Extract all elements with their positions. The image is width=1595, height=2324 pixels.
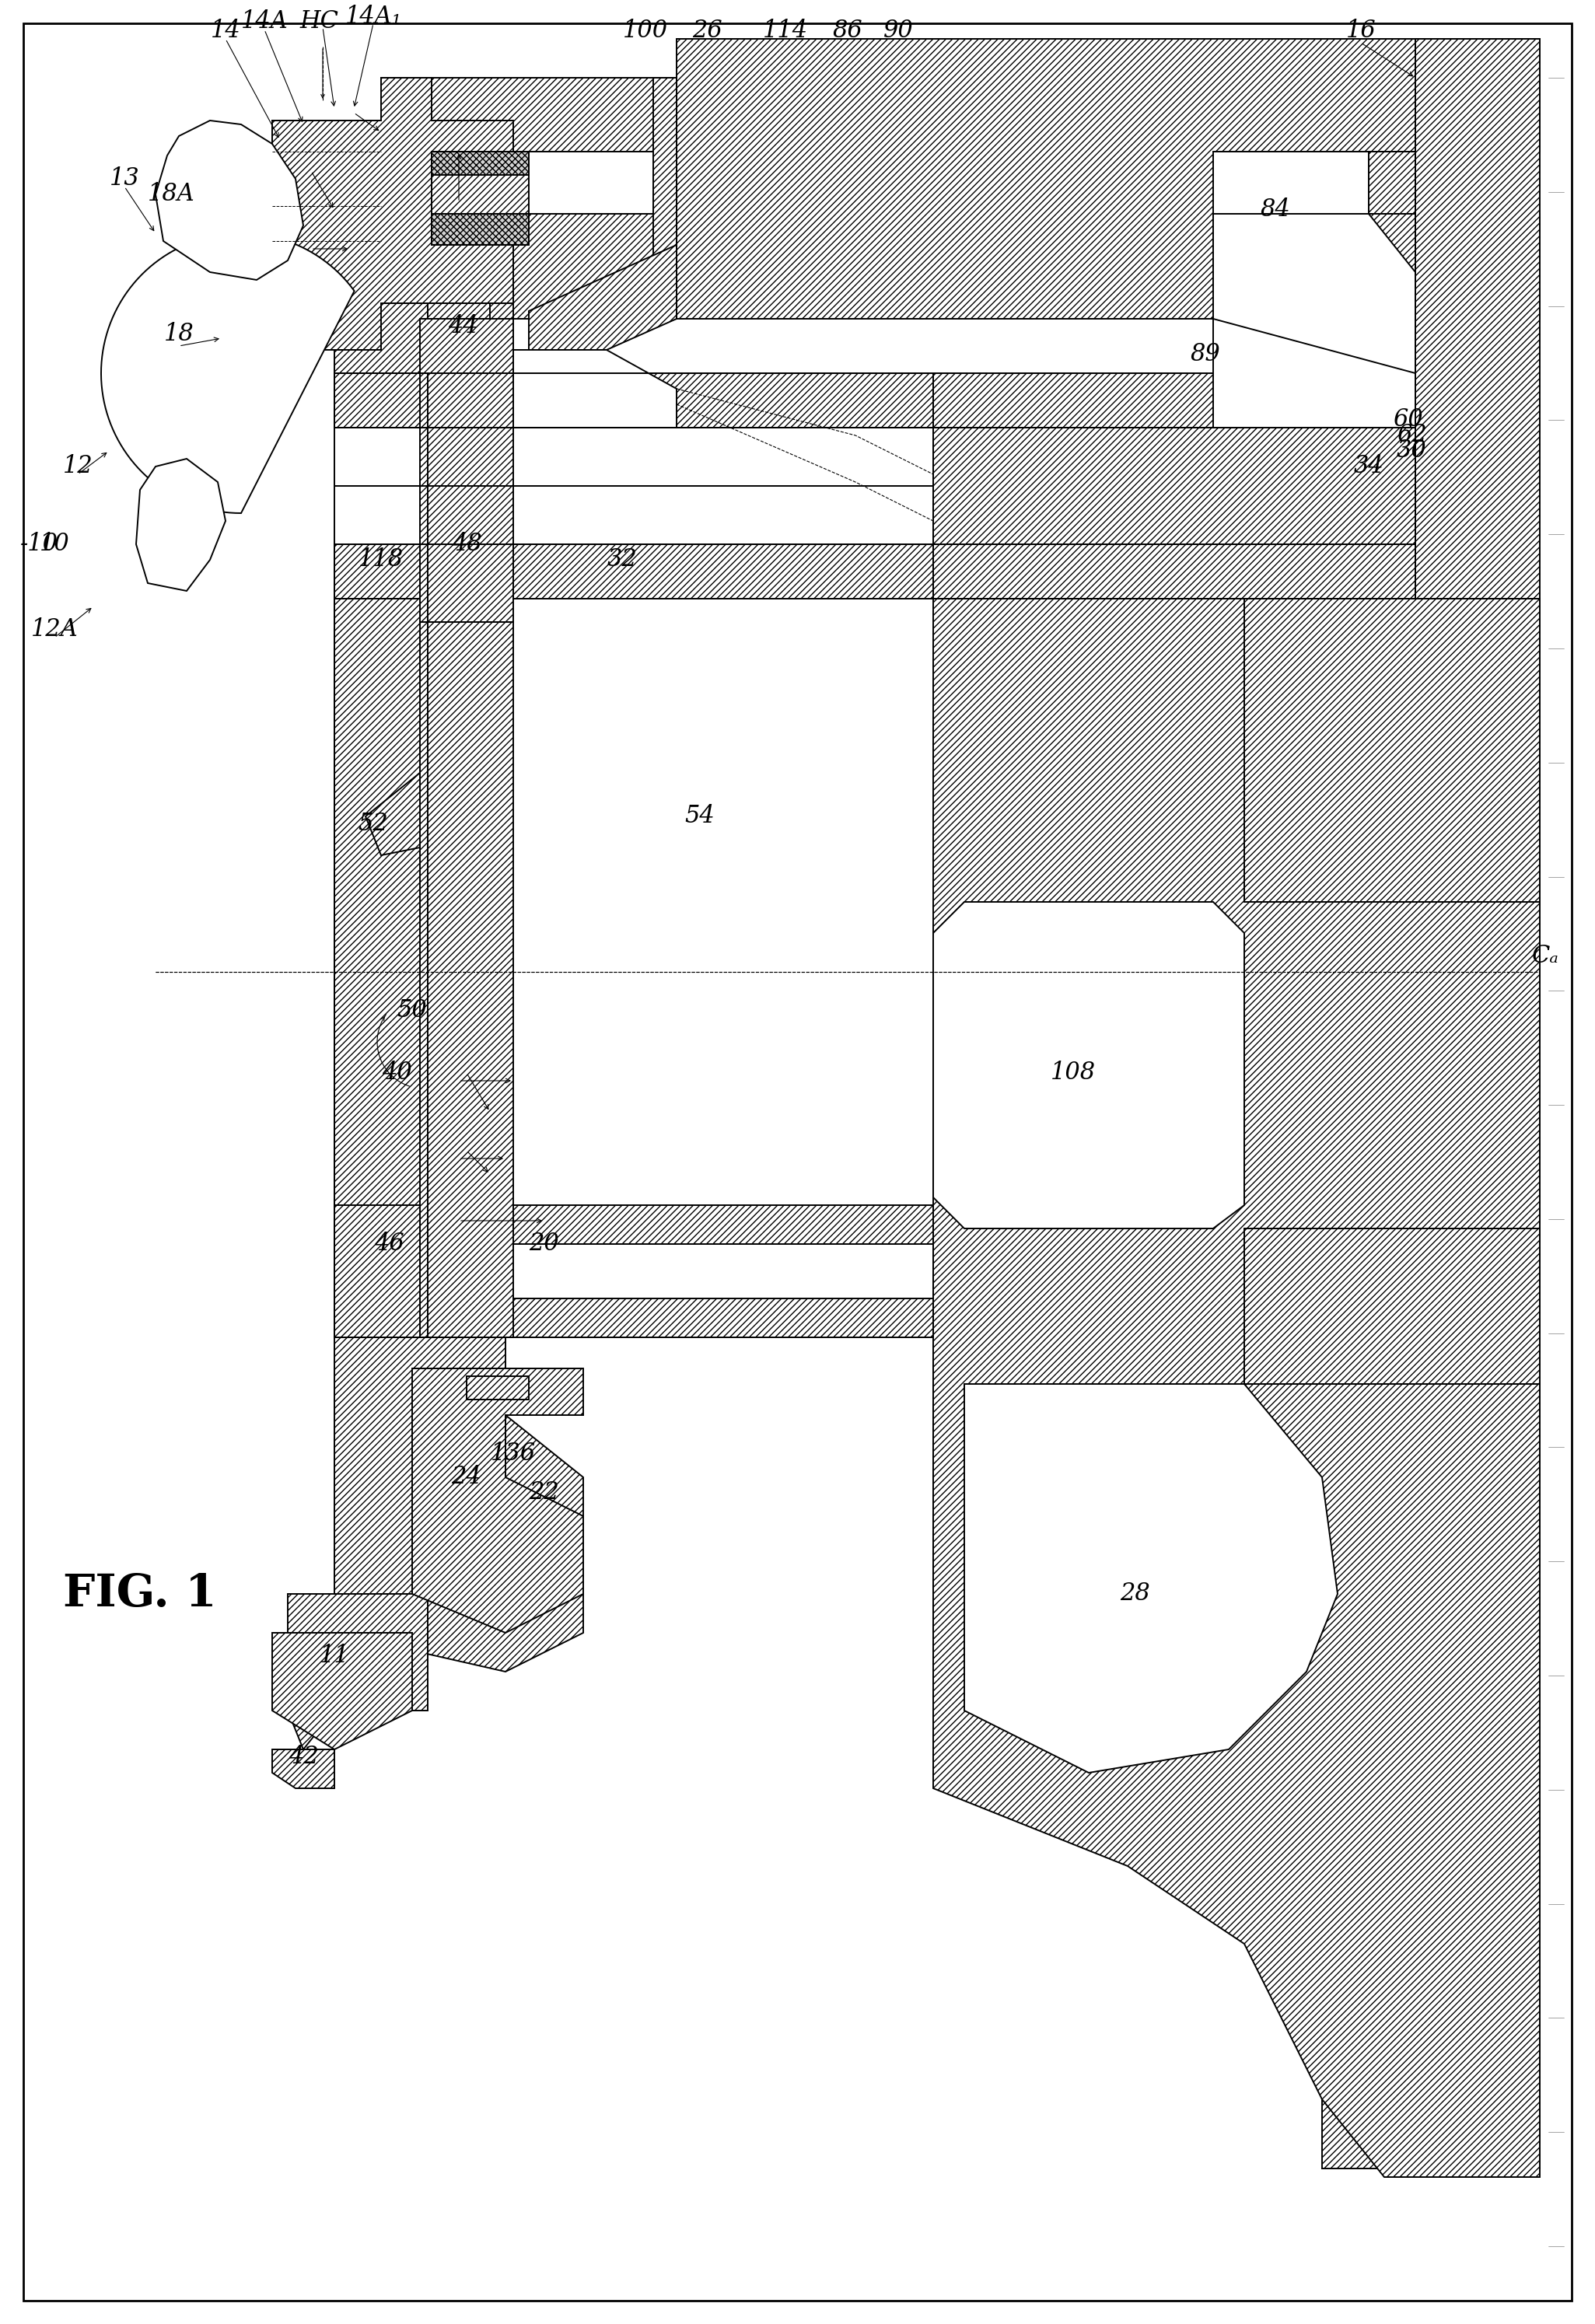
Text: 14A₁: 14A₁ bbox=[345, 5, 402, 30]
Text: 18: 18 bbox=[164, 323, 195, 346]
Polygon shape bbox=[933, 902, 1244, 1229]
Polygon shape bbox=[412, 1415, 506, 1455]
Bar bbox=[381, 151, 530, 174]
Text: 16: 16 bbox=[1346, 19, 1376, 44]
Polygon shape bbox=[933, 428, 1415, 544]
Text: 100: 100 bbox=[624, 19, 668, 44]
Polygon shape bbox=[156, 121, 303, 279]
Polygon shape bbox=[676, 40, 1539, 318]
Text: -10: -10 bbox=[19, 532, 57, 555]
Bar bbox=[1369, 214, 1415, 318]
Polygon shape bbox=[933, 374, 1415, 428]
Text: 52: 52 bbox=[359, 811, 388, 837]
Polygon shape bbox=[335, 544, 1415, 600]
Polygon shape bbox=[335, 600, 427, 1336]
Text: 54: 54 bbox=[684, 804, 715, 827]
Text: 14A: 14A bbox=[241, 9, 289, 35]
Bar bbox=[1369, 151, 1415, 214]
Text: 136: 136 bbox=[491, 1441, 536, 1466]
Polygon shape bbox=[654, 77, 676, 318]
Text: 60: 60 bbox=[1392, 407, 1423, 432]
Polygon shape bbox=[419, 318, 514, 623]
Polygon shape bbox=[287, 1594, 427, 1750]
Polygon shape bbox=[1415, 40, 1539, 1243]
Text: 42: 42 bbox=[289, 1745, 319, 1769]
Text: 84: 84 bbox=[1260, 198, 1290, 223]
Text: 12A: 12A bbox=[30, 618, 78, 641]
Polygon shape bbox=[273, 77, 514, 351]
Polygon shape bbox=[335, 1299, 933, 1336]
Text: 24: 24 bbox=[451, 1464, 482, 1490]
Polygon shape bbox=[136, 458, 225, 590]
Polygon shape bbox=[335, 1206, 933, 1243]
Polygon shape bbox=[1214, 151, 1369, 318]
Text: HC: HC bbox=[300, 9, 338, 35]
Text: 30: 30 bbox=[1396, 439, 1426, 462]
Polygon shape bbox=[1214, 318, 1415, 428]
Polygon shape bbox=[933, 1399, 1260, 1671]
Text: 46: 46 bbox=[373, 1232, 404, 1255]
Polygon shape bbox=[530, 244, 676, 388]
Text: Cₐ: Cₐ bbox=[1533, 944, 1560, 969]
Text: 22: 22 bbox=[530, 1480, 560, 1506]
Text: 13: 13 bbox=[110, 167, 139, 191]
Text: 28: 28 bbox=[1120, 1583, 1150, 1606]
Text: 26: 26 bbox=[692, 19, 723, 44]
Text: 32: 32 bbox=[608, 548, 638, 572]
Polygon shape bbox=[273, 1750, 335, 1787]
Text: 10: 10 bbox=[40, 532, 70, 555]
Polygon shape bbox=[381, 77, 676, 318]
Text: 18A: 18A bbox=[147, 181, 195, 207]
Text: 48: 48 bbox=[451, 532, 482, 555]
Text: 62: 62 bbox=[1396, 423, 1426, 449]
Text: 14: 14 bbox=[211, 19, 241, 44]
Polygon shape bbox=[335, 1206, 419, 1336]
Polygon shape bbox=[933, 544, 1415, 600]
Bar bbox=[381, 214, 530, 244]
Text: 114: 114 bbox=[762, 19, 809, 44]
Polygon shape bbox=[965, 1385, 1338, 1773]
Text: 40: 40 bbox=[381, 1062, 412, 1085]
Polygon shape bbox=[419, 623, 514, 1336]
Polygon shape bbox=[100, 232, 354, 514]
Text: 12: 12 bbox=[62, 456, 93, 479]
Text: 44: 44 bbox=[448, 314, 478, 339]
Polygon shape bbox=[1214, 214, 1415, 374]
Polygon shape bbox=[1244, 600, 1539, 902]
Text: 11: 11 bbox=[319, 1643, 349, 1669]
Text: 118: 118 bbox=[359, 548, 404, 572]
Polygon shape bbox=[514, 351, 676, 428]
Polygon shape bbox=[412, 1369, 584, 1634]
Polygon shape bbox=[273, 1634, 412, 1750]
Text: 108: 108 bbox=[1051, 1062, 1096, 1085]
Text: 89: 89 bbox=[1190, 342, 1220, 365]
Text: 34: 34 bbox=[1354, 456, 1384, 479]
Polygon shape bbox=[1244, 1229, 1539, 1385]
Polygon shape bbox=[949, 918, 1228, 1213]
Polygon shape bbox=[335, 121, 427, 374]
Polygon shape bbox=[365, 755, 482, 855]
Polygon shape bbox=[933, 600, 1539, 2178]
Text: 50: 50 bbox=[397, 999, 427, 1023]
Polygon shape bbox=[1214, 600, 1539, 1243]
Text: 20: 20 bbox=[530, 1232, 560, 1255]
Bar bbox=[427, 302, 490, 351]
Polygon shape bbox=[273, 121, 381, 318]
Text: FIG. 1: FIG. 1 bbox=[64, 1571, 217, 1615]
Polygon shape bbox=[381, 302, 514, 351]
Polygon shape bbox=[335, 374, 1415, 428]
Polygon shape bbox=[335, 1336, 584, 1671]
Bar bbox=[467, 1376, 530, 1399]
Text: 90: 90 bbox=[884, 19, 914, 44]
Text: 86: 86 bbox=[833, 19, 863, 44]
Polygon shape bbox=[933, 1206, 1539, 2168]
